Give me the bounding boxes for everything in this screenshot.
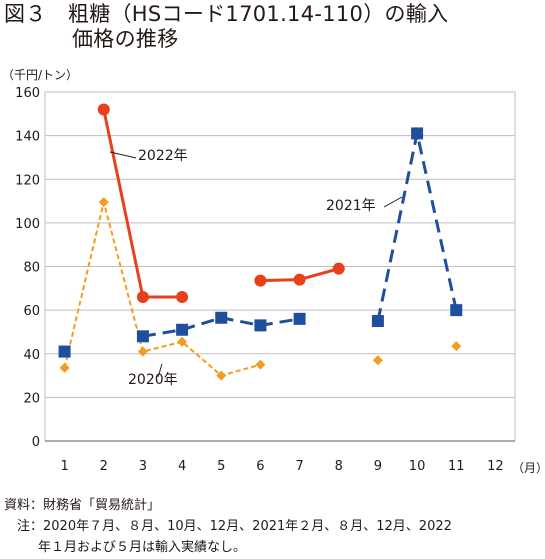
x-tick-label: 2 [100,459,108,474]
footnote: 注：2020年７月、８月、10月、12月、2021年２月、８月、12月、2022 [4,519,452,534]
data-point [450,304,463,317]
data-point [176,291,189,304]
y-tick-label: 120 [15,173,40,188]
leader-line [383,196,403,208]
title-line-1: 図３ 粗糖（HSコード1701.14-110）の輸入 [4,2,449,26]
data-point [255,359,266,370]
x-tick-label: 3 [139,459,147,474]
y-tick-labels: 0 20 40 60 80 100 120 140 160 [15,86,40,450]
data-point [136,330,149,343]
data-point [371,315,384,328]
data-point [411,127,424,140]
series-label: 2020年 [128,372,178,388]
y-tick-label: 40 [23,348,40,363]
figure-title: 図３ 粗糖（HSコード1701.14-110）の輸入 価格の推移 [4,2,544,52]
figure-footer: 資料：財務省「貿易統計」 注：2020年７月、８月、10月、12月、2021年２… [4,495,544,558]
x-tick-label: 8 [335,459,343,474]
gridlines [44,91,516,442]
x-tick-label: 9 [374,459,382,474]
y-tick-label: 0 [32,435,40,450]
y-tick-label: 100 [15,217,40,232]
source-note: 資料：財務省「貿易統計」 [4,498,161,513]
series-layer [58,103,463,381]
data-point [59,362,70,373]
series-line [376,131,458,322]
data-point [254,319,267,332]
data-point [254,274,267,287]
data-point [332,262,345,275]
data-point [177,336,188,347]
series-labels: 2022年 2021年 2020年 [109,148,403,388]
data-point [98,197,109,208]
leader-line [157,363,163,378]
x-tick-label: 5 [217,459,225,474]
x-tick-label: 7 [295,459,303,474]
y-tick-label: 60 [23,304,40,319]
data-point [136,291,149,304]
series-label: 2021年 [326,198,376,214]
series-square [58,127,463,358]
series-label: 2022年 [138,148,188,164]
data-point [216,370,227,381]
data-point [215,311,228,324]
y-tick-label: 160 [15,86,40,101]
data-point [293,312,306,325]
y-axis-unit: （千円/トン） [2,68,78,82]
x-tick-label: 1 [60,459,68,474]
data-point [176,323,189,336]
footnote-continued: 年１月および５月は輸入実績なし。 [38,540,247,555]
title-line-2: 価格の推移 [72,27,179,51]
y-tick-label: 140 [15,130,40,145]
x-tick-label: 12 [487,459,504,474]
data-point [372,355,383,366]
x-axis-unit: （月） [512,461,545,475]
y-tick-label: 80 [23,261,40,276]
x-tick-label: 6 [256,459,264,474]
leader-line [109,151,137,159]
y-tick-label: 20 [23,391,40,406]
series-line [63,201,261,377]
series-line [102,109,183,299]
data-point [58,345,71,358]
data-point [97,103,110,116]
series-circle [97,103,345,304]
x-tick-label: 10 [409,459,426,474]
x-tick-label: 11 [448,459,465,474]
series-diamond [59,197,462,381]
x-tick-labels: 1 2 3 4 5 6 7 8 9 10 11 12 [60,459,503,474]
data-point [451,341,462,352]
data-point [293,273,306,286]
x-tick-label: 4 [178,459,186,474]
data-point [137,346,148,357]
